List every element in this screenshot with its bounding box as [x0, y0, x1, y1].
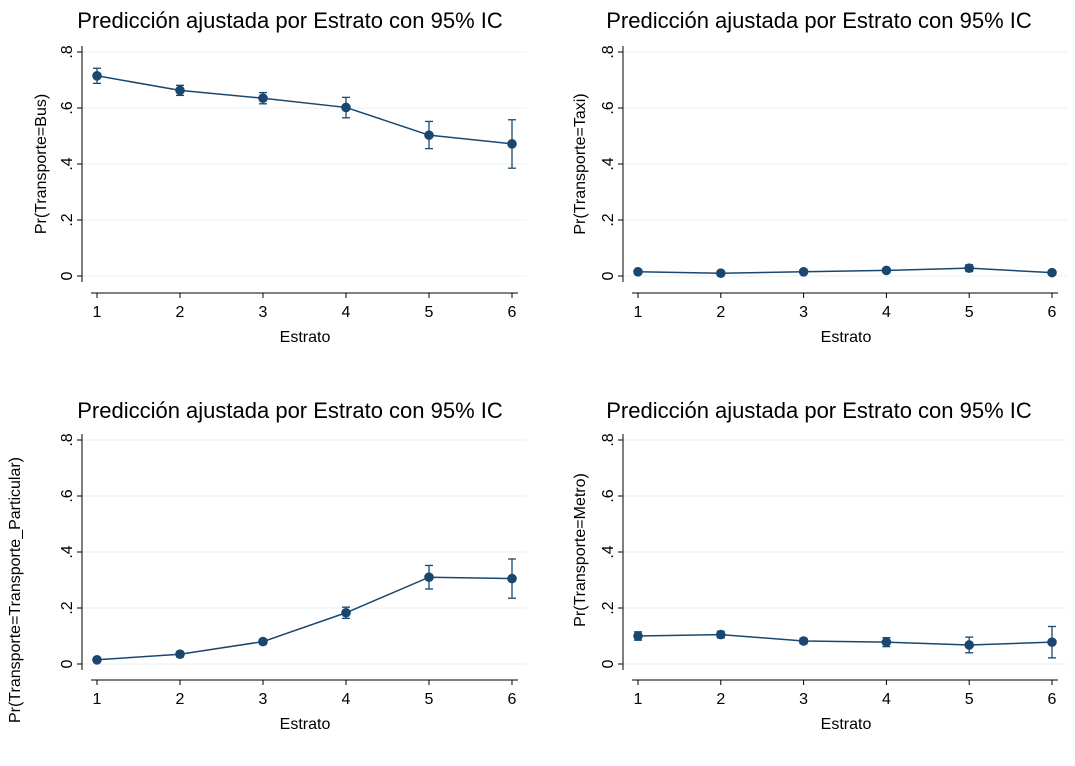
y-tick-label: .6	[59, 489, 76, 502]
y-axis-title: Pr(Transporte=Taxi)	[572, 93, 589, 234]
y-tick-label: .2	[59, 213, 76, 226]
data-point	[92, 71, 102, 81]
x-tick-label: 4	[342, 691, 351, 708]
x-tick-label: 3	[799, 304, 808, 321]
series-line	[96, 576, 513, 661]
y-axis-title: Pr(Transporte=Transporte_Particular)	[7, 457, 24, 723]
y-axis-title: Pr(Transporte=Metro)	[572, 473, 589, 627]
x-axis-title: Estrato	[821, 329, 872, 346]
y-axis-title: Pr(Transporte=Bus)	[33, 94, 50, 234]
data-point	[716, 629, 726, 640]
x-tick-label: 6	[1048, 304, 1057, 321]
x-tick-label: 5	[965, 691, 974, 708]
x-tick-label: 1	[634, 304, 643, 321]
x-tick-label: 2	[716, 304, 725, 321]
data-point	[258, 636, 268, 647]
x-tick-label: 5	[965, 304, 974, 321]
y-tick-label: .2	[600, 601, 617, 614]
x-tick-label: 6	[508, 304, 517, 321]
y-tick-label: .6	[600, 101, 617, 114]
x-tick-label: 3	[259, 304, 268, 321]
x-tick-label: 1	[93, 304, 102, 321]
data-point	[258, 93, 268, 103]
panel-metro: Predicción ajustada por Estrato con 95% …	[572, 398, 1067, 733]
data-point	[507, 573, 517, 584]
y-tick-label: .4	[59, 157, 76, 170]
x-tick-label: 2	[176, 691, 185, 708]
y-tick-label: .4	[59, 545, 76, 558]
y-tick-label: .4	[600, 157, 617, 170]
y-tick-label: 0	[59, 659, 76, 668]
y-tick-label: .6	[59, 101, 76, 114]
x-tick-label: 2	[176, 304, 185, 321]
panel-taxi: Predicción ajustada por Estrato con 95% …	[572, 8, 1067, 346]
data-point	[633, 631, 643, 641]
y-tick-label: .6	[600, 489, 617, 502]
panel-title: Predicción ajustada por Estrato con 95% …	[77, 8, 503, 33]
y-tick-label: .8	[59, 45, 76, 58]
x-tick-label: 4	[882, 691, 891, 708]
data-point	[1047, 637, 1057, 647]
x-tick-label: 1	[634, 691, 643, 708]
x-tick-label: 5	[425, 691, 434, 708]
series-line	[96, 75, 513, 145]
x-axis-title: Estrato	[280, 329, 331, 346]
data-point	[881, 265, 892, 276]
x-tick-label: 1	[93, 691, 102, 708]
y-tick-label: .2	[59, 601, 76, 614]
x-tick-label: 4	[342, 304, 351, 321]
data-point	[881, 637, 892, 647]
data-point	[175, 649, 185, 659]
data-point	[424, 572, 434, 582]
panel-title: Predicción ajustada por Estrato con 95% …	[606, 398, 1032, 423]
series-line	[637, 267, 1053, 274]
x-axis-title: Estrato	[280, 716, 331, 733]
data-point	[507, 139, 517, 149]
panel-title: Predicción ajustada por Estrato con 95% …	[77, 398, 503, 423]
x-tick-label: 4	[882, 304, 891, 321]
y-tick-label: .8	[59, 433, 76, 446]
y-tick-label: 0	[600, 271, 617, 280]
y-tick-label: .4	[600, 545, 617, 558]
data-point	[633, 267, 643, 277]
data-point	[964, 640, 974, 650]
data-point	[341, 102, 351, 113]
data-point	[716, 268, 726, 279]
panel-title: Predicción ajustada por Estrato con 95% …	[606, 8, 1032, 33]
data-point	[175, 85, 185, 96]
x-tick-label: 2	[716, 691, 725, 708]
data-point	[92, 655, 102, 665]
y-tick-label: .8	[600, 433, 617, 446]
data-point	[341, 607, 351, 618]
x-tick-label: 3	[799, 691, 808, 708]
x-tick-label: 6	[1048, 691, 1057, 708]
y-tick-label: .8	[600, 45, 617, 58]
data-point	[1047, 267, 1057, 278]
x-tick-label: 6	[508, 691, 517, 708]
x-tick-label: 3	[259, 691, 268, 708]
x-axis-title: Estrato	[821, 716, 872, 733]
panel-particular: Predicción ajustada por Estrato con 95% …	[7, 398, 527, 733]
panel-bus: Predicción ajustada por Estrato con 95% …	[33, 8, 527, 346]
y-tick-label: 0	[600, 659, 617, 668]
y-tick-label: 0	[59, 271, 76, 280]
y-tick-label: .2	[600, 213, 617, 226]
data-point	[798, 267, 809, 277]
x-tick-label: 5	[425, 304, 434, 321]
series-line	[637, 633, 1053, 646]
data-point	[798, 636, 809, 646]
data-point	[964, 263, 974, 273]
data-point	[424, 130, 434, 140]
